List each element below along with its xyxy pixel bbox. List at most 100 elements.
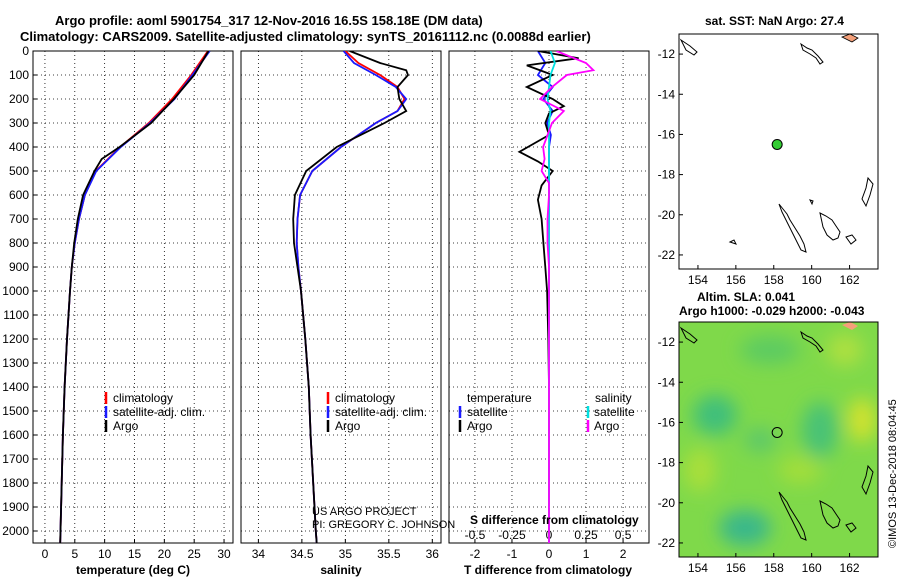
coastline-island (845, 234, 857, 245)
x-tick-label: -2 (470, 547, 481, 561)
depth-tick-label: 1500 (2, 404, 29, 418)
x-tick-label: 35 (339, 547, 353, 561)
sst-map-title: sat. SST: NaN Argo: 27.4 (705, 14, 844, 28)
depth-tick-label: 400 (9, 140, 29, 154)
sla-argo-marker (771, 426, 783, 438)
sla-cool-patch (693, 395, 737, 435)
salinity-tick-labels: 34 34.5 35 35.5 36 (252, 539, 439, 561)
temperature-panel: 0100200300400500600700800900100011001200… (2, 44, 234, 577)
temperature-legend: climatology satellite-adj. clim. Argo (104, 391, 205, 433)
x-tick-label: 2 (620, 547, 627, 561)
temperature-lines (59, 51, 211, 543)
coastline-patch (841, 34, 859, 43)
sla-warm-patch (848, 398, 876, 442)
difference-lines (517, 51, 596, 543)
depth-tick-label: 1200 (2, 332, 29, 346)
x-tick-label: 20 (158, 547, 172, 561)
land-patch (842, 322, 858, 330)
map-y-tick-label: -18 (658, 168, 676, 182)
map-y-tick-label: -22 (658, 536, 676, 550)
legend-label-s-argo: Argo (594, 419, 620, 433)
depth-tick-label: 1600 (2, 428, 29, 442)
credit-project: US ARGO PROJECT (312, 506, 417, 518)
legend-label-t-argo: Argo (467, 419, 493, 433)
map-x-tick-label: 160 (802, 273, 822, 287)
legend-label-satellite: satellite-adj. clim. (335, 405, 427, 419)
map-y-tick-label: -12 (658, 335, 676, 349)
salinity-plot-frame (240, 50, 442, 544)
map-y-tick-label: -20 (658, 208, 676, 222)
sst-argo-marker (771, 138, 783, 150)
coastline-vanuatu (861, 176, 874, 208)
salinity-grid (241, 50, 441, 543)
sst-map-frame (678, 33, 879, 270)
depth-tick-label: 900 (9, 260, 29, 274)
x-tick-label: 0 (546, 547, 553, 561)
sla-map-ticks: 154 156 158 160 162 -12 -14 -16 -18 -20 -22 (658, 335, 860, 575)
sst-map-coastlines (679, 34, 874, 253)
depth-tick-label: 2000 (2, 524, 29, 538)
legend-label-argo: Argo (335, 419, 361, 433)
sla-cool-patch (802, 402, 838, 458)
sst-map-ticks: 154 156 158 160 162 -12 -14 -16 -18 -20 -22 (658, 47, 860, 287)
map-x-tick-label: 154 (688, 273, 708, 287)
coastline-loyalty (819, 212, 841, 241)
sla-warm-patch (778, 456, 822, 484)
map-x-tick-label: 162 (840, 273, 860, 287)
depth-tick-label: 1300 (2, 356, 29, 370)
sla-map-frame (678, 321, 879, 558)
coastline-islet (728, 239, 737, 245)
map-x-tick-label: 160 (802, 561, 822, 575)
series-line-argo (292, 51, 410, 543)
difference-legend: temperature salinity satellite Argo sate… (458, 391, 635, 433)
temperature-axis-label: temperature (deg C) (76, 563, 190, 577)
figure-title-line1: Argo profile: aoml 5901754_317 12-Nov-20… (55, 13, 483, 28)
legend-label-climatology: climatology (335, 391, 395, 405)
map-y-tick-label: -16 (658, 415, 676, 429)
depth-tick-labels: 0 100 200 300 400 500 600 700 800 900 1000 1100 1200… (2, 44, 37, 538)
x-tick-label: 0 (42, 547, 49, 561)
depth-tick-label: 1100 (3, 308, 29, 322)
x-tick-label: 1 (583, 547, 590, 561)
temperature-tick-labels: 0 5 10 15 20 25 30 (42, 539, 231, 561)
depth-tick-label: 1000 (2, 284, 29, 298)
sla-heatmap (679, 322, 878, 557)
sla-cool-patch (744, 428, 776, 452)
depth-tick-label: 0 (22, 44, 29, 58)
coastline-vanuatu (861, 464, 874, 496)
coastline-solomon (800, 42, 824, 65)
legend-label-t-satellite: satellite (467, 405, 508, 419)
map-x-tick-label: 158 (764, 561, 784, 575)
sla-map-subtitle: Argo h1000: -0.029 h2000: -0.043 (679, 304, 865, 318)
map-x-tick-label: 162 (840, 561, 860, 575)
imos-watermark: ©IMOS 13-Dec-2018 08:04:45 (887, 399, 899, 548)
coastline-papua (679, 38, 698, 56)
t-difference-tick-labels: -2 -1 0 1 2 (470, 539, 627, 561)
sla-heatmap-anomalies (684, 334, 876, 546)
x-tick-label: 30 (217, 547, 231, 561)
x-tick-label: 15 (128, 547, 142, 561)
temperature-grid (33, 50, 233, 543)
legend-label-s-satellite: satellite (594, 405, 635, 419)
depth-tick-label: 1700 (2, 452, 29, 466)
difference-panel: -2 -1 0 1 2 -0.5 -0.25 0 0.25 0.5 S difference f… (448, 50, 650, 577)
legend-title-temperature: temperature (467, 391, 532, 405)
sst-map: sat. SST: NaN Argo: 27.4 154 156 158 160 162… (658, 14, 879, 287)
map-x-tick-label: 156 (726, 273, 746, 287)
figure-title-line2: Climatology: CARS2009. Satellite-adjuste… (20, 29, 591, 44)
x-tick-label: 34 (252, 547, 266, 561)
argo-float-position (771, 426, 783, 438)
s-diff-tick-label: 0.25 (574, 528, 598, 542)
depth-tick-label: 1800 (2, 476, 29, 490)
coastline-reef (809, 199, 814, 206)
legend-label-argo: Argo (113, 419, 139, 433)
sla-warm-patch (684, 448, 716, 492)
legend-label-satellite: satellite-adj. clim. (113, 405, 205, 419)
temperature-plot-frame (32, 50, 234, 544)
map-x-tick-label: 158 (764, 273, 784, 287)
depth-tick-label: 500 (9, 164, 29, 178)
x-tick-label: 25 (188, 547, 202, 561)
map-y-tick-label: -20 (658, 496, 676, 510)
sla-map-title: Altim. SLA: 0.041 (697, 290, 795, 304)
